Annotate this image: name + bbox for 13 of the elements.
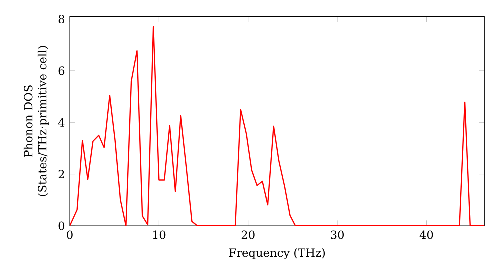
x-tick-label: 20: [242, 230, 255, 240]
x-tick-label: 10: [153, 230, 166, 240]
y-tick-label: 6: [58, 66, 65, 76]
x-tick-label: 30: [331, 230, 344, 240]
y-tick-label: 8: [58, 14, 65, 24]
x-tick-label: 0: [67, 230, 73, 240]
line-series: [70, 26, 485, 226]
y-tick-label: 4: [58, 118, 65, 127]
y-axis-title: Phonon DOS (States/THz·primitive cell): [24, 46, 49, 196]
x-tick-label: 40: [420, 230, 434, 240]
x-axis-title: Frequency (THz): [229, 248, 326, 260]
y-tick-label: 0: [58, 222, 65, 230]
y-tick-label: 2: [58, 170, 64, 179]
